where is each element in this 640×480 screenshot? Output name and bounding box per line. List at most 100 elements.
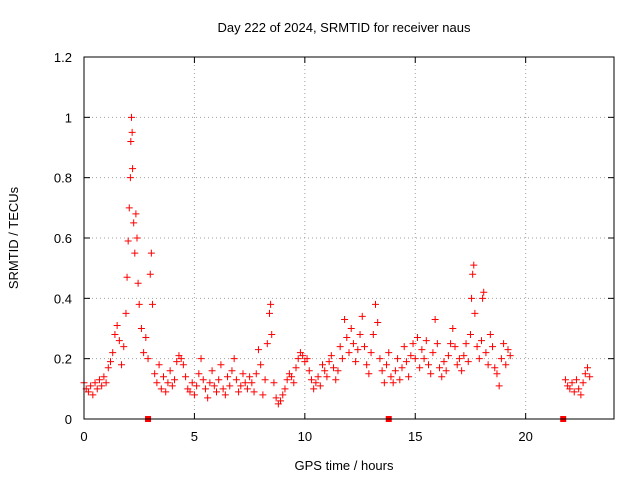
data-point — [263, 340, 271, 348]
data-point — [310, 385, 318, 393]
data-point — [230, 355, 238, 363]
data-point — [391, 367, 399, 375]
y-tick-label: 1 — [65, 110, 72, 125]
data-point — [323, 373, 331, 381]
data-point — [489, 343, 497, 351]
data-point — [89, 391, 97, 399]
data-point — [416, 364, 424, 372]
data-point — [129, 165, 137, 173]
data-point — [442, 367, 450, 375]
data-point — [292, 364, 300, 372]
data-point — [279, 391, 287, 399]
data-point — [440, 358, 448, 366]
data-point — [281, 385, 289, 393]
data-point — [173, 358, 181, 366]
data-point — [294, 355, 302, 363]
data-point — [283, 376, 291, 384]
data-point — [111, 331, 119, 339]
data-point — [502, 361, 510, 369]
data-point — [164, 379, 172, 387]
data-point — [314, 373, 322, 381]
data-point — [217, 361, 225, 369]
data-point — [109, 349, 117, 357]
data-point — [130, 219, 138, 227]
data-point — [133, 234, 141, 242]
axis-ticks: 0 5 10 15 20 0 0.2 0.4 0.6 0.8 1 1.2 — [54, 50, 614, 444]
data-point — [277, 397, 285, 405]
data-point — [581, 370, 589, 378]
data-point — [325, 358, 333, 366]
data-point — [497, 355, 505, 363]
data-point — [407, 352, 415, 360]
data-point — [500, 340, 508, 348]
data-point — [272, 394, 280, 402]
data-point — [418, 346, 426, 354]
data-point — [239, 370, 247, 378]
data-point — [270, 379, 278, 387]
x-tick-label: 20 — [518, 429, 532, 444]
data-point — [140, 349, 148, 357]
data-point — [266, 309, 273, 317]
data-point — [453, 361, 461, 369]
data-point — [383, 361, 391, 369]
data-point — [204, 394, 212, 402]
y-tick-label: 1.2 — [54, 50, 72, 65]
data-point — [246, 373, 254, 381]
data-points — [80, 113, 594, 408]
data-point — [147, 249, 155, 257]
data-point — [356, 331, 364, 339]
data-point — [243, 385, 251, 393]
data-point — [425, 361, 432, 369]
data-point — [146, 270, 154, 278]
data-point — [444, 352, 452, 360]
data-point — [378, 367, 386, 375]
data-point — [124, 237, 132, 245]
data-point — [321, 367, 329, 375]
data-point — [462, 340, 470, 348]
data-point — [132, 210, 140, 218]
data-point — [128, 128, 136, 136]
data-point — [352, 358, 360, 366]
data-point — [102, 379, 110, 387]
data-point — [206, 379, 214, 387]
data-point — [162, 388, 170, 396]
data-point — [290, 379, 298, 387]
data-point — [431, 315, 439, 323]
data-point — [188, 379, 196, 387]
grid-lines — [84, 57, 614, 419]
data-point — [134, 279, 142, 287]
data-point — [376, 355, 384, 363]
data-point — [84, 388, 92, 396]
data-point — [307, 376, 315, 384]
data-point — [354, 346, 362, 354]
data-point — [303, 355, 311, 363]
data-point — [447, 340, 455, 348]
data-point — [584, 364, 591, 372]
data-point — [506, 352, 514, 360]
y-axis-label: SRMTID / TECUs — [6, 186, 21, 289]
data-point — [319, 361, 326, 369]
data-point — [504, 346, 512, 354]
data-point — [363, 361, 371, 369]
chart-title: Day 222 of 2024, SRMTID for receiver nau… — [218, 20, 471, 35]
data-point — [299, 352, 307, 360]
data-point — [168, 382, 176, 390]
data-point — [87, 382, 95, 390]
data-point — [182, 373, 190, 381]
data-point — [411, 355, 419, 363]
data-point — [349, 340, 357, 348]
data-point — [387, 373, 395, 381]
data-point — [224, 373, 232, 381]
y-tick-label: 0.2 — [54, 352, 72, 367]
data-point — [400, 343, 408, 351]
data-point — [385, 349, 393, 357]
data-point — [389, 379, 397, 387]
data-point — [561, 376, 569, 384]
data-point — [396, 376, 404, 384]
data-point — [123, 273, 131, 281]
x-tick-label: 5 — [191, 429, 198, 444]
data-point — [305, 367, 313, 375]
data-point — [338, 355, 346, 363]
data-point — [226, 382, 234, 390]
